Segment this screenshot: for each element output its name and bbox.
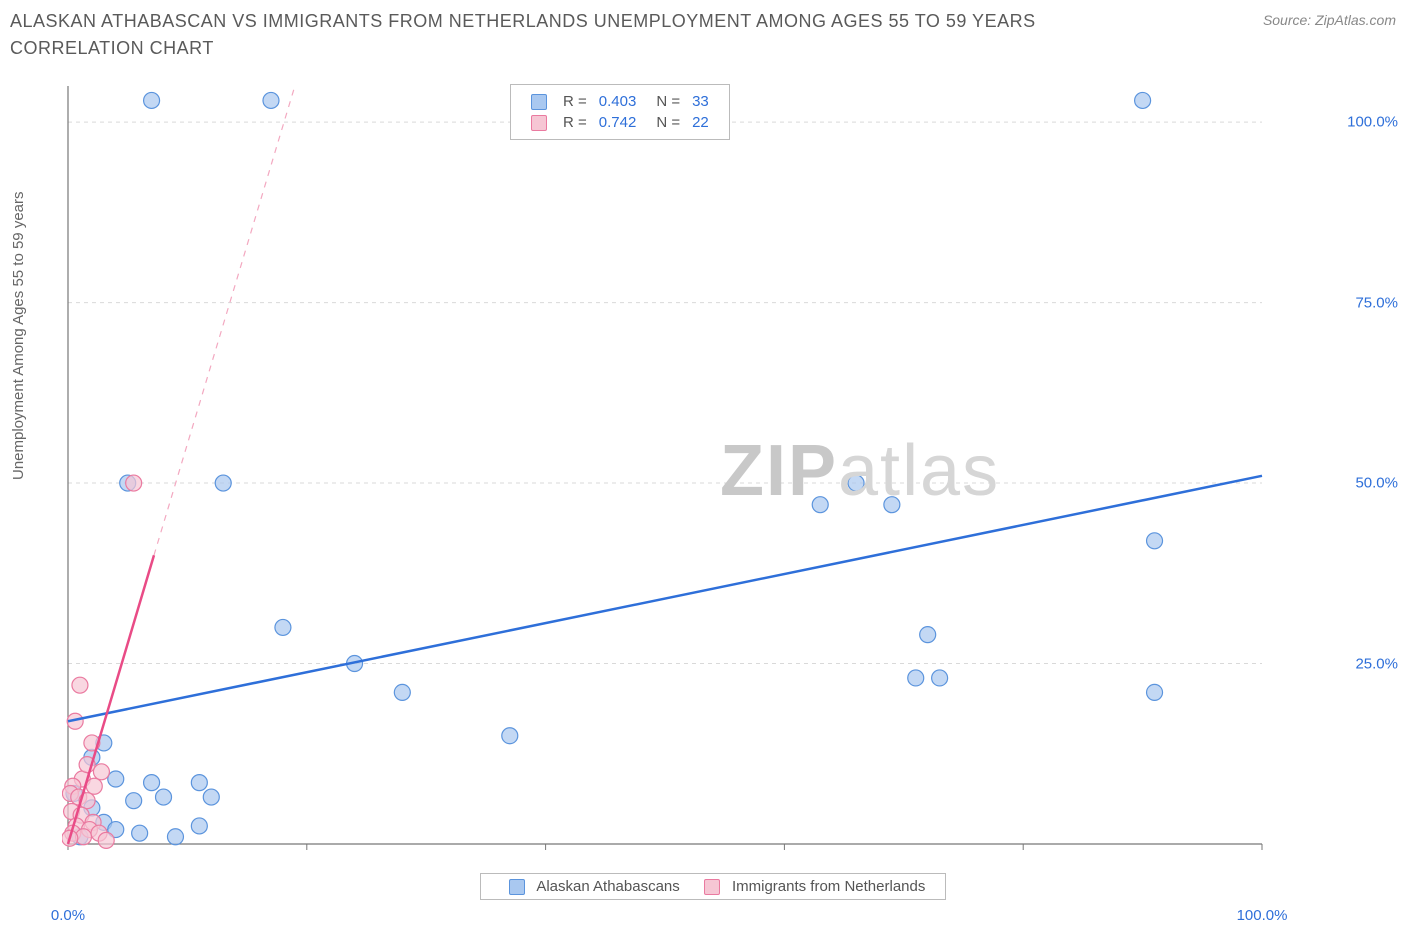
x-tick-label: 0.0% [51,907,85,924]
y-tick-label: 50.0% [1355,475,1398,492]
y-axis-label: Unemployment Among Ages 55 to 59 years [10,191,27,480]
x-tick-label: 100.0% [1237,907,1288,924]
series-legend: Alaskan Athabascans Immigrants from Neth… [480,873,946,900]
scatter-plot [62,80,1332,880]
correlation-legend: R =0.403N =33R =0.742N =22 [510,84,730,140]
chart-title: ALASKAN ATHABASCAN VS IMMIGRANTS FROM NE… [10,8,1110,62]
y-tick-label: 75.0% [1355,294,1398,311]
source-label: Source: ZipAtlas.com [1263,12,1396,28]
y-tick-label: 100.0% [1347,114,1398,131]
y-tick-label: 25.0% [1355,655,1398,672]
